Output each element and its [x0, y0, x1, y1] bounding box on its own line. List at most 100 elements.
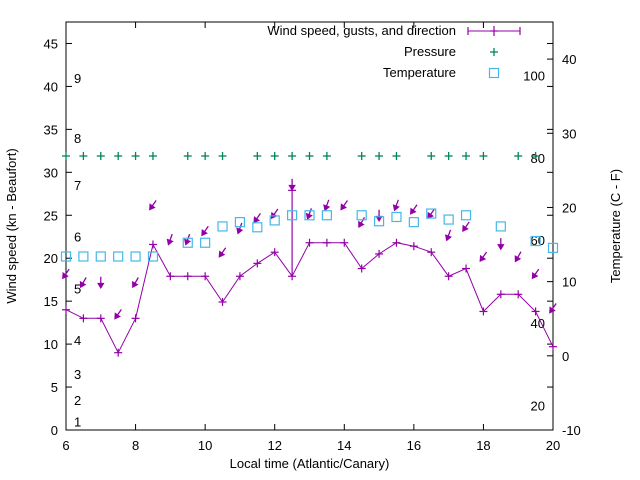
temperature-marker — [460, 210, 472, 221]
temperature-marker — [356, 210, 367, 221]
temperature-marker — [373, 216, 385, 227]
y-left-axis-title: Wind speed (kn - Beaufort) — [4, 148, 19, 303]
fahrenheit-label: 80 — [531, 151, 545, 166]
wind-direction-arrow — [392, 199, 400, 212]
wind-direction-arrow — [253, 212, 262, 224]
y-left-tick-label: 35 — [44, 122, 58, 137]
x-tick-label: 16 — [407, 438, 421, 453]
wind-direction-arrow — [514, 251, 522, 263]
wind-direction-arrow — [236, 222, 244, 235]
temperature-marker — [530, 235, 541, 247]
temperature-marker — [321, 210, 332, 221]
y-right-tick-label: 20 — [562, 200, 576, 215]
wind-direction-arrow — [427, 208, 435, 220]
legend-swatch-temperature — [488, 67, 500, 79]
y-right-axis-title: Temperature (C - F) — [608, 169, 623, 283]
wind-direction-arrow — [549, 303, 557, 314]
x-tick-label: 14 — [337, 438, 351, 453]
y-left-tick-label: 10 — [44, 337, 58, 352]
x-axis-title: Local time (Atlantic/Canary) — [230, 456, 390, 471]
wind-direction-arrow — [166, 233, 174, 246]
wind-direction-arrow — [358, 217, 365, 229]
y-right-tick-label: 10 — [562, 275, 576, 290]
temperature-marker — [287, 210, 298, 221]
fahrenheit-label: 100 — [523, 68, 545, 83]
temperature-marker — [391, 211, 402, 223]
temperature-marker — [130, 251, 141, 262]
beaufort-label: 3 — [74, 367, 81, 382]
beaufort-label: 5 — [74, 281, 81, 296]
legend-label-pressure: Pressure — [404, 44, 456, 59]
wind-direction-arrow — [288, 178, 296, 192]
temperature-marker — [217, 221, 228, 232]
temperature-marker — [113, 251, 124, 262]
temperature-marker — [200, 237, 211, 248]
beaufort-label: 6 — [74, 230, 81, 245]
y-left-tick-label: 25 — [44, 208, 58, 223]
wind-direction-arrow — [62, 268, 70, 280]
y-left-tick-label: 30 — [44, 165, 58, 180]
y-right-tick-label: 30 — [562, 126, 576, 141]
temperature-marker — [60, 251, 72, 262]
x-tick-label: 10 — [198, 438, 212, 453]
wind-direction-arrow — [479, 251, 488, 263]
x-tick-label: 8 — [132, 438, 139, 453]
wind-direction-arrow — [149, 200, 157, 211]
legend-label-wind: Wind speed, gusts, and direction — [267, 23, 456, 38]
x-tick-label: 12 — [267, 438, 281, 453]
wind-direction-arrow — [375, 209, 383, 223]
temperature-marker — [547, 242, 559, 254]
wind-direction-arrow — [531, 268, 540, 280]
legend-label-temperature: Temperature — [383, 65, 456, 80]
y-left-tick-label: 0 — [51, 423, 58, 438]
temperature-marker — [78, 251, 89, 262]
wind-direction-arrow — [114, 309, 122, 320]
x-tick-label: 20 — [546, 438, 560, 453]
y-right-tick-label: 0 — [562, 349, 569, 364]
x-tick-label: 6 — [62, 438, 69, 453]
temperature-marker — [408, 217, 419, 228]
beaufort-label: 8 — [74, 131, 81, 146]
y-left-tick-label: 20 — [44, 251, 58, 266]
wind-direction-arrow — [409, 204, 418, 215]
y-left-tick-label: 40 — [44, 79, 58, 94]
temperature-marker — [95, 251, 106, 262]
beaufort-label: 9 — [74, 71, 81, 86]
fahrenheit-label: 20 — [531, 399, 545, 414]
wind-direction-arrow — [305, 208, 313, 220]
y-left-tick-label: 15 — [44, 294, 58, 309]
temperature-marker — [234, 217, 246, 228]
wind-direction-arrow — [340, 200, 348, 211]
temperature-marker — [426, 208, 437, 219]
wind-direction-arrow — [270, 208, 279, 220]
y-left-tick-label: 45 — [44, 36, 58, 51]
beaufort-label: 1 — [74, 414, 81, 429]
wind-direction-arrow — [218, 247, 227, 258]
fahrenheit-label: 40 — [531, 316, 545, 331]
beaufort-label: 7 — [74, 178, 81, 193]
temperature-marker — [269, 215, 280, 226]
temperature-marker — [182, 237, 193, 248]
wind-direction-arrow — [462, 221, 470, 232]
wind-direction-arrow — [132, 277, 139, 289]
temperature-marker — [147, 251, 159, 262]
wind-direction-arrow — [497, 238, 505, 251]
wind-direction-arrow — [97, 276, 105, 290]
wind-direction-arrow — [323, 199, 331, 212]
wind-direction-arrow — [201, 225, 209, 237]
temperature-marker — [252, 222, 263, 233]
beaufort-label: 2 — [74, 393, 81, 408]
temperature-marker — [495, 221, 506, 232]
x-tick-label: 18 — [476, 438, 490, 453]
temperature-marker — [443, 214, 454, 225]
beaufort-label: 4 — [74, 333, 81, 348]
wind-direction-arrow — [79, 277, 87, 289]
wind-direction-arrow — [444, 229, 452, 242]
y-left-tick-label: 5 — [51, 380, 58, 395]
y-right-tick-label: 40 — [562, 52, 576, 67]
y-right-tick-label: -10 — [562, 423, 581, 438]
wind-direction-arrow — [184, 233, 192, 246]
temperature-marker — [304, 210, 315, 221]
